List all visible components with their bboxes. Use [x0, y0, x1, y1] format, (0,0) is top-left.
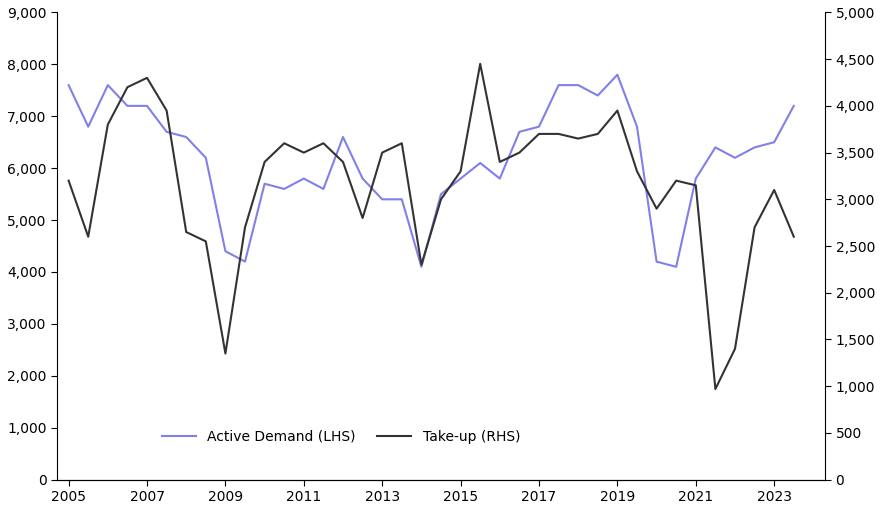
Take-up (RHS) — [240, 224, 250, 230]
Take-up (RHS) — [514, 150, 525, 156]
Take-up (RHS) — [161, 107, 172, 113]
Active Demand (LHS) — [416, 264, 427, 270]
Active Demand (LHS) — [298, 175, 309, 181]
Take-up (RHS) — [651, 205, 662, 212]
Active Demand (LHS) — [671, 264, 682, 270]
Take-up (RHS) — [475, 61, 485, 67]
Active Demand (LHS) — [338, 134, 348, 140]
Take-up (RHS) — [750, 224, 760, 230]
Take-up (RHS) — [495, 159, 505, 165]
Active Demand (LHS) — [495, 175, 505, 181]
Take-up (RHS) — [769, 187, 780, 193]
Active Demand (LHS) — [455, 175, 466, 181]
Take-up (RHS) — [64, 177, 74, 183]
Active Demand (LHS) — [279, 186, 289, 192]
Take-up (RHS) — [298, 150, 309, 156]
Active Demand (LHS) — [573, 82, 584, 88]
Take-up (RHS) — [455, 168, 466, 174]
Active Demand (LHS) — [181, 134, 191, 140]
Take-up (RHS) — [573, 135, 584, 142]
Active Demand (LHS) — [436, 191, 446, 197]
Active Demand (LHS) — [200, 155, 211, 161]
Active Demand (LHS) — [102, 82, 113, 88]
Take-up (RHS) — [181, 229, 191, 235]
Active Demand (LHS) — [750, 144, 760, 150]
Active Demand (LHS) — [553, 82, 564, 88]
Take-up (RHS) — [632, 168, 642, 174]
Active Demand (LHS) — [64, 82, 74, 88]
Take-up (RHS) — [200, 238, 211, 244]
Active Demand (LHS) — [122, 103, 132, 109]
Take-up (RHS) — [259, 159, 270, 165]
Take-up (RHS) — [142, 75, 153, 81]
Take-up (RHS) — [102, 122, 113, 128]
Active Demand (LHS) — [397, 196, 407, 202]
Active Demand (LHS) — [729, 155, 740, 161]
Take-up (RHS) — [416, 262, 427, 268]
Active Demand (LHS) — [318, 186, 329, 192]
Take-up (RHS) — [220, 351, 231, 357]
Active Demand (LHS) — [475, 160, 485, 166]
Take-up (RHS) — [691, 182, 701, 189]
Active Demand (LHS) — [769, 139, 780, 145]
Take-up (RHS) — [397, 140, 407, 146]
Active Demand (LHS) — [357, 175, 368, 181]
Take-up (RHS) — [83, 234, 93, 240]
Active Demand (LHS) — [691, 175, 701, 181]
Take-up (RHS) — [436, 196, 446, 202]
Line: Active Demand (LHS): Active Demand (LHS) — [69, 75, 794, 267]
Active Demand (LHS) — [161, 129, 172, 135]
Take-up (RHS) — [729, 346, 740, 352]
Active Demand (LHS) — [789, 103, 799, 109]
Take-up (RHS) — [338, 159, 348, 165]
Active Demand (LHS) — [240, 259, 250, 265]
Take-up (RHS) — [789, 234, 799, 240]
Active Demand (LHS) — [220, 248, 231, 254]
Legend: Active Demand (LHS), Take-up (RHS): Active Demand (LHS), Take-up (RHS) — [156, 424, 526, 449]
Active Demand (LHS) — [83, 124, 93, 130]
Line: Take-up (RHS): Take-up (RHS) — [69, 64, 794, 389]
Active Demand (LHS) — [612, 72, 623, 78]
Active Demand (LHS) — [259, 181, 270, 187]
Take-up (RHS) — [553, 131, 564, 137]
Take-up (RHS) — [710, 386, 721, 392]
Take-up (RHS) — [377, 150, 387, 156]
Take-up (RHS) — [612, 107, 623, 113]
Active Demand (LHS) — [142, 103, 153, 109]
Active Demand (LHS) — [593, 92, 603, 99]
Active Demand (LHS) — [377, 196, 387, 202]
Take-up (RHS) — [279, 140, 289, 146]
Take-up (RHS) — [318, 140, 329, 146]
Active Demand (LHS) — [632, 124, 642, 130]
Active Demand (LHS) — [514, 129, 525, 135]
Active Demand (LHS) — [710, 144, 721, 150]
Take-up (RHS) — [593, 131, 603, 137]
Take-up (RHS) — [357, 215, 368, 221]
Take-up (RHS) — [122, 84, 132, 90]
Active Demand (LHS) — [651, 259, 662, 265]
Take-up (RHS) — [671, 177, 682, 183]
Active Demand (LHS) — [534, 124, 544, 130]
Take-up (RHS) — [534, 131, 544, 137]
